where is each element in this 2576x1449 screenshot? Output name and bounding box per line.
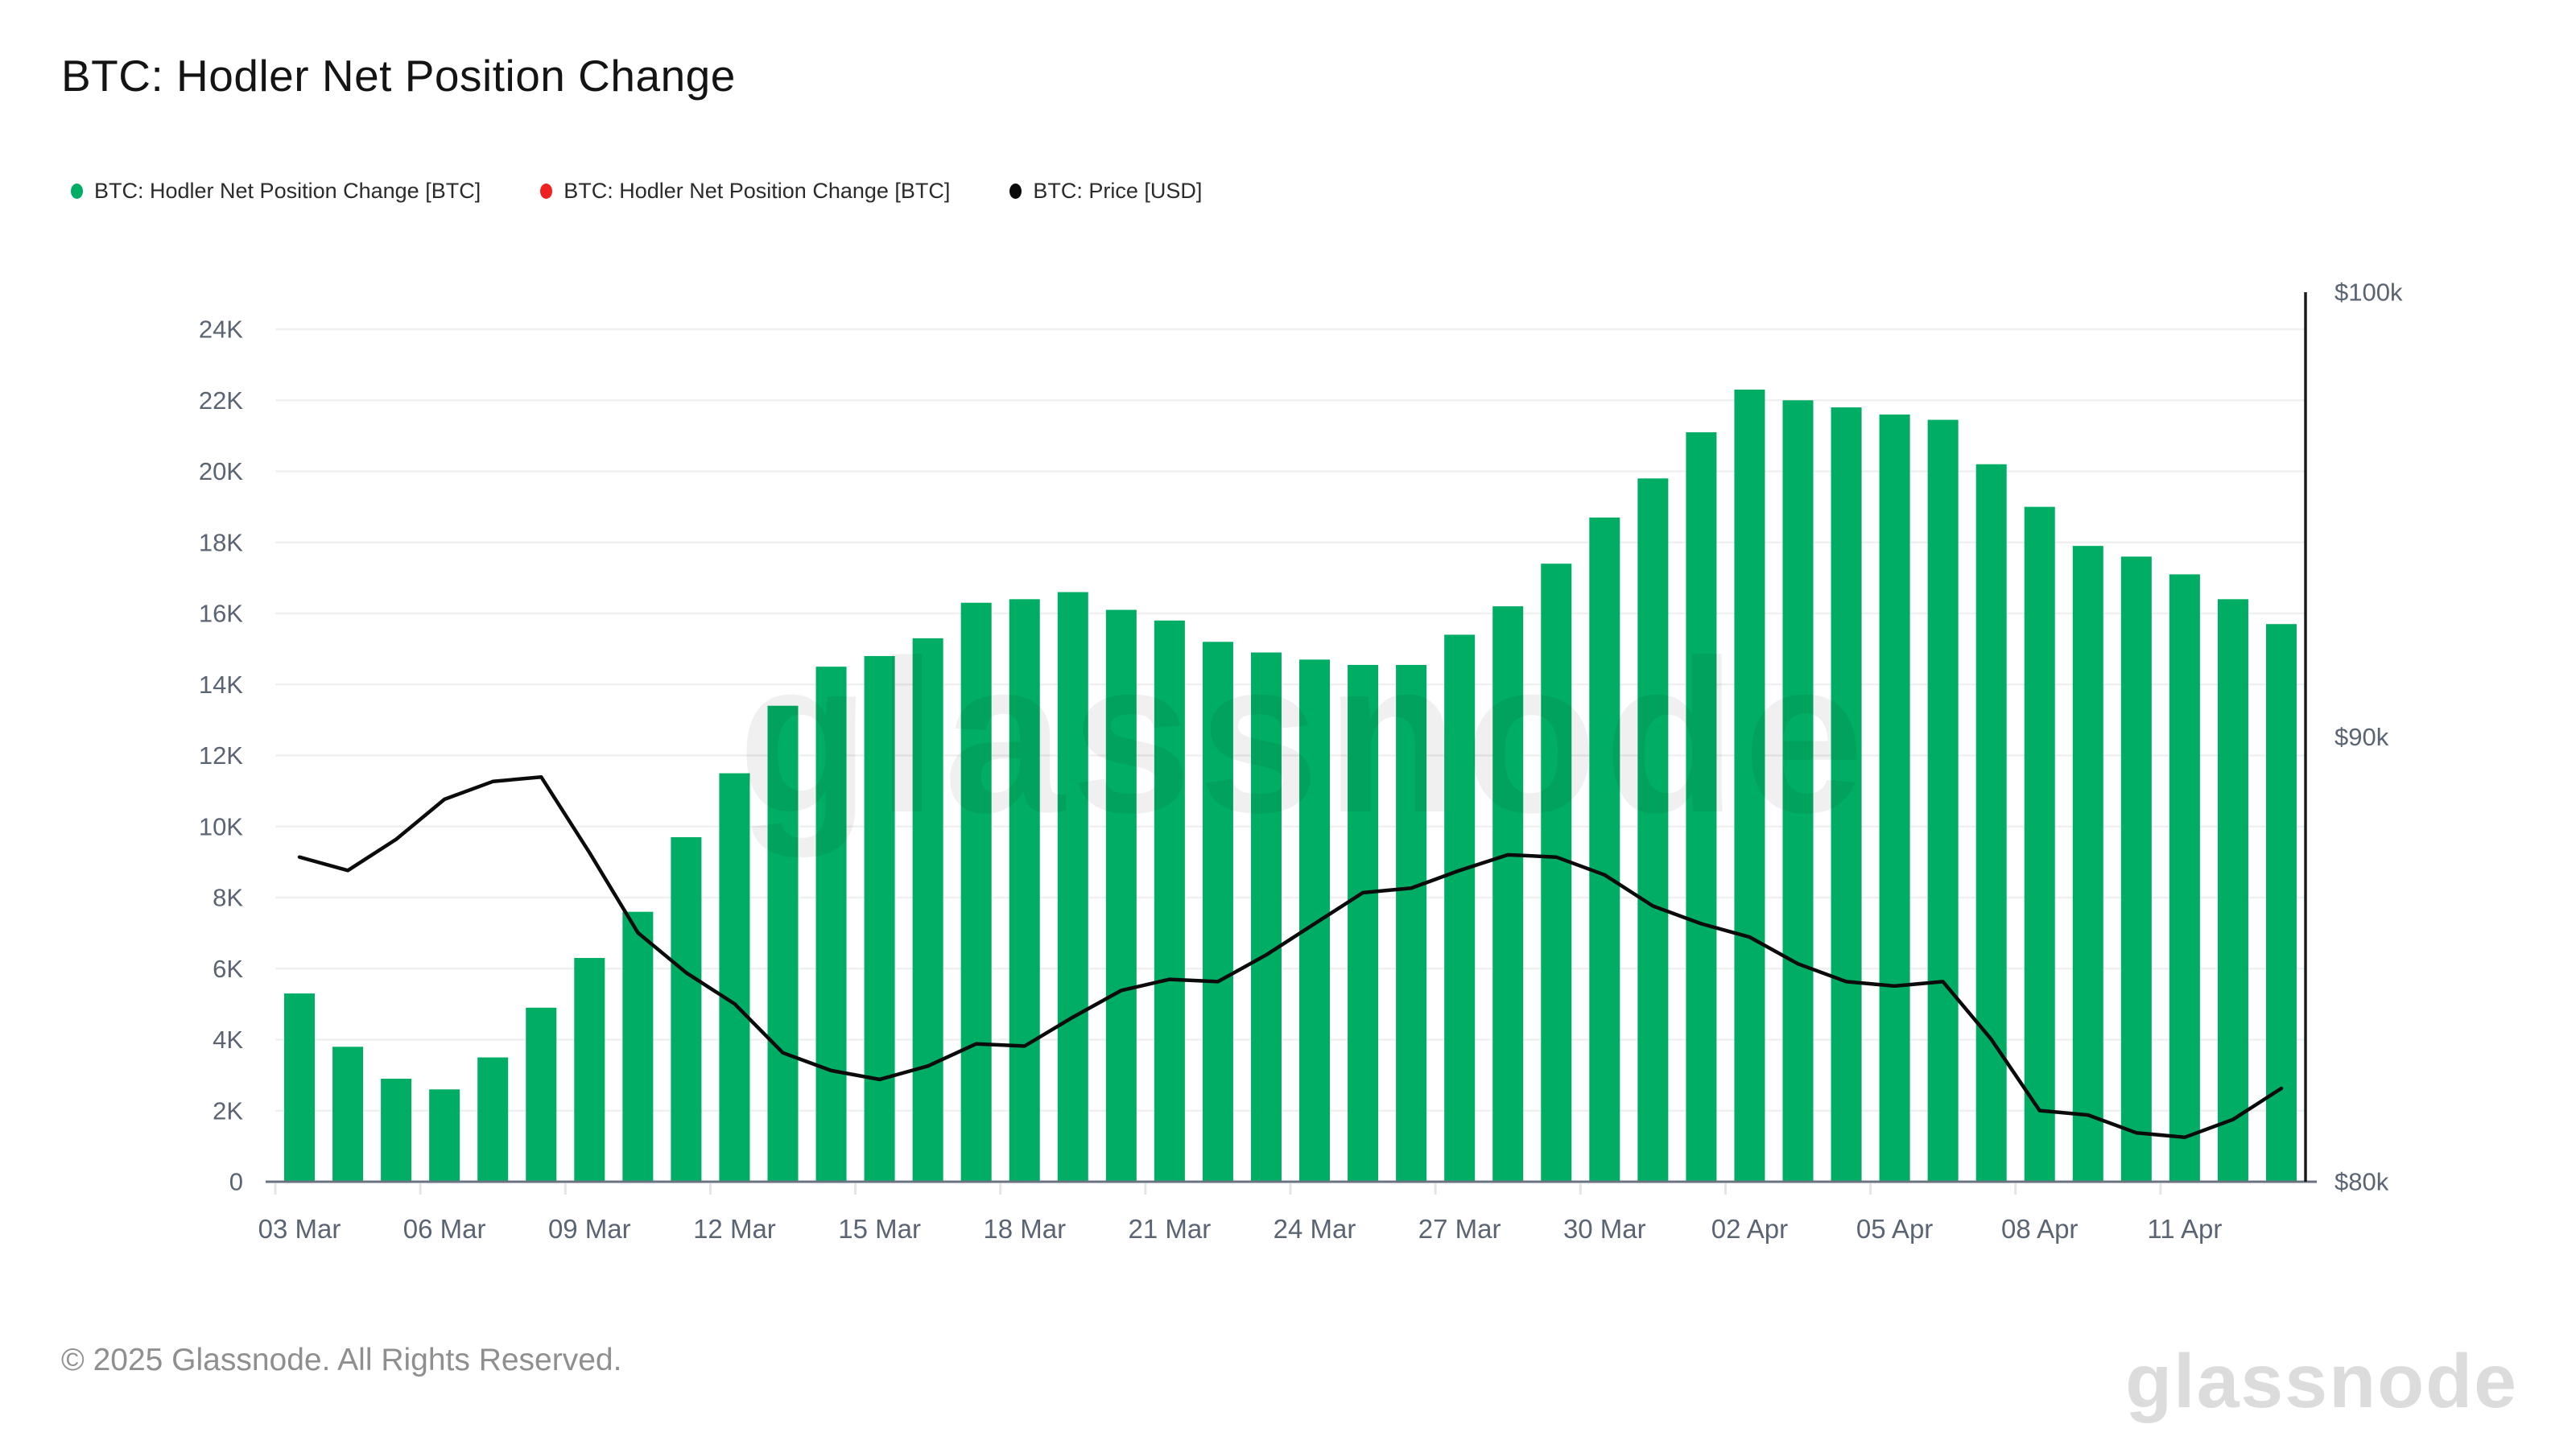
bar-11-apr[interactable] <box>2169 574 2200 1182</box>
bar-02-apr[interactable] <box>1734 390 1765 1182</box>
bar-13-apr[interactable] <box>2265 624 2297 1182</box>
copyright-text: © 2025 Glassnode. All Rights Reserved. <box>61 1343 622 1377</box>
red-dot-icon <box>540 184 553 199</box>
bar-21-mar[interactable] <box>1154 620 1185 1182</box>
x-axis-tick-label: 24 Mar <box>1274 1214 1356 1244</box>
bar-31-mar[interactable] <box>1637 478 1669 1182</box>
bar-08-mar[interactable] <box>526 1007 557 1182</box>
legend: BTC: Hodler Net Position Change [BTC] BT… <box>71 179 1202 204</box>
x-axis-tick-label: 18 Mar <box>983 1214 1066 1244</box>
right-axis-tick-label: $100k <box>2334 279 2403 307</box>
left-axis-tick-label: 0 <box>229 1168 243 1196</box>
bar-07-mar[interactable] <box>477 1057 509 1182</box>
bar-26-mar[interactable] <box>1396 664 1427 1182</box>
x-axis-tick-label: 05 Apr <box>1856 1214 1933 1244</box>
bar-08-apr[interactable] <box>2024 506 2055 1182</box>
bar-19-mar[interactable] <box>1057 592 1088 1182</box>
green-dot-icon <box>71 184 83 199</box>
bar-16-mar[interactable] <box>912 638 943 1182</box>
x-axis-tick-label: 12 Mar <box>693 1214 776 1244</box>
x-axis-tick-label: 27 Mar <box>1418 1214 1501 1244</box>
bar-28-mar[interactable] <box>1492 606 1524 1182</box>
bar-30-mar[interactable] <box>1589 517 1620 1182</box>
legend-label: BTC: Hodler Net Position Change [BTC] <box>564 179 951 203</box>
bar-10-apr[interactable] <box>2120 556 2152 1182</box>
x-axis-tick-label: 02 Apr <box>1711 1214 1788 1244</box>
left-axis-tick-label: 14K <box>199 671 243 699</box>
left-axis-tick-label: 22K <box>199 386 243 415</box>
price-line[interactable] <box>297 774 2284 1140</box>
x-axis-tick-label: 06 Mar <box>403 1214 486 1244</box>
x-axis-tick-label: 03 Mar <box>258 1214 341 1244</box>
left-axis-tick-label: 24K <box>199 316 243 344</box>
bar-03-apr[interactable] <box>1782 400 1814 1182</box>
legend-label: BTC: Price [USD] <box>1033 179 1203 203</box>
bar-17-mar[interactable] <box>960 602 992 1182</box>
bar-22-mar[interactable] <box>1202 642 1233 1182</box>
x-axis-tick-label: 11 Apr <box>2147 1214 2222 1244</box>
left-axis-tick-label: 2K <box>213 1096 243 1125</box>
bar-25-mar[interactable] <box>1348 664 1379 1182</box>
left-axis-tick-label: 18K <box>199 528 243 556</box>
left-axis-tick-label: 4K <box>213 1026 243 1054</box>
bar-10-mar[interactable] <box>622 911 654 1182</box>
legend-label: BTC: Hodler Net Position Change [BTC] <box>94 179 481 203</box>
x-axis-tick-label: 21 Mar <box>1129 1214 1212 1244</box>
bar-01-apr[interactable] <box>1686 431 1717 1182</box>
left-axis-tick-label: 8K <box>213 884 243 912</box>
x-axis-tick-label: 09 Mar <box>548 1214 631 1244</box>
bar-12-mar[interactable] <box>719 773 750 1182</box>
x-axis-tick-label: 15 Mar <box>838 1214 921 1244</box>
bar-05-apr[interactable] <box>1879 414 1910 1182</box>
glassnode-wordmark: glassnode <box>2125 1339 2518 1424</box>
bar-03-mar[interactable] <box>284 993 316 1182</box>
right-axis-tick-label: $90k <box>2334 723 2389 751</box>
left-axis-tick-label: 6K <box>213 955 243 983</box>
bar-05-mar[interactable] <box>381 1079 412 1182</box>
legend-item-hodler-net-position-btc[interactable]: BTC: Hodler Net Position Change [BTC] <box>71 179 481 204</box>
bar-18-mar[interactable] <box>1009 599 1040 1182</box>
bar-06-mar[interactable] <box>429 1089 460 1182</box>
bar-04-apr[interactable] <box>1831 407 1862 1182</box>
legend-item-btc-price-usd[interactable]: BTC: Price [USD] <box>1009 179 1202 204</box>
bar-06-apr[interactable] <box>1927 419 1959 1182</box>
bar-07-apr[interactable] <box>1975 464 2007 1182</box>
left-axis-tick-label: 10K <box>199 812 243 840</box>
page-title: BTC: Hodler Net Position Change <box>61 51 736 101</box>
legend-item-hodler-net-position-btc-red[interactable]: BTC: Hodler Net Position Change [BTC] <box>540 179 950 204</box>
right-axis-tick-label: $80k <box>2334 1168 2389 1196</box>
black-dot-icon <box>1009 184 1022 199</box>
bar-13-mar[interactable] <box>767 705 799 1182</box>
bar-20-mar[interactable] <box>1105 609 1137 1182</box>
bar-24-mar[interactable] <box>1299 659 1331 1182</box>
x-axis-tick-label: 08 Apr <box>2001 1214 2078 1244</box>
bar-14-mar[interactable] <box>815 667 847 1182</box>
left-axis-tick-label: 20K <box>199 457 243 485</box>
bar-09-mar[interactable] <box>574 958 605 1182</box>
bar-23-mar[interactable] <box>1250 652 1282 1182</box>
bar-11-mar[interactable] <box>671 836 702 1182</box>
bar-04-mar[interactable] <box>332 1046 364 1182</box>
x-axis-tick-label: 30 Mar <box>1563 1214 1646 1244</box>
glassnode-watermark: glassnode <box>737 616 1870 859</box>
bar-27-mar[interactable] <box>1444 634 1476 1182</box>
left-axis-tick-label: 16K <box>199 600 243 628</box>
left-axis-tick-label: 12K <box>199 741 243 770</box>
bar-15-mar[interactable] <box>864 655 895 1182</box>
bar-29-mar[interactable] <box>1541 564 1572 1182</box>
bar-09-apr[interactable] <box>2072 546 2103 1182</box>
bar-12-apr[interactable] <box>2217 599 2248 1182</box>
